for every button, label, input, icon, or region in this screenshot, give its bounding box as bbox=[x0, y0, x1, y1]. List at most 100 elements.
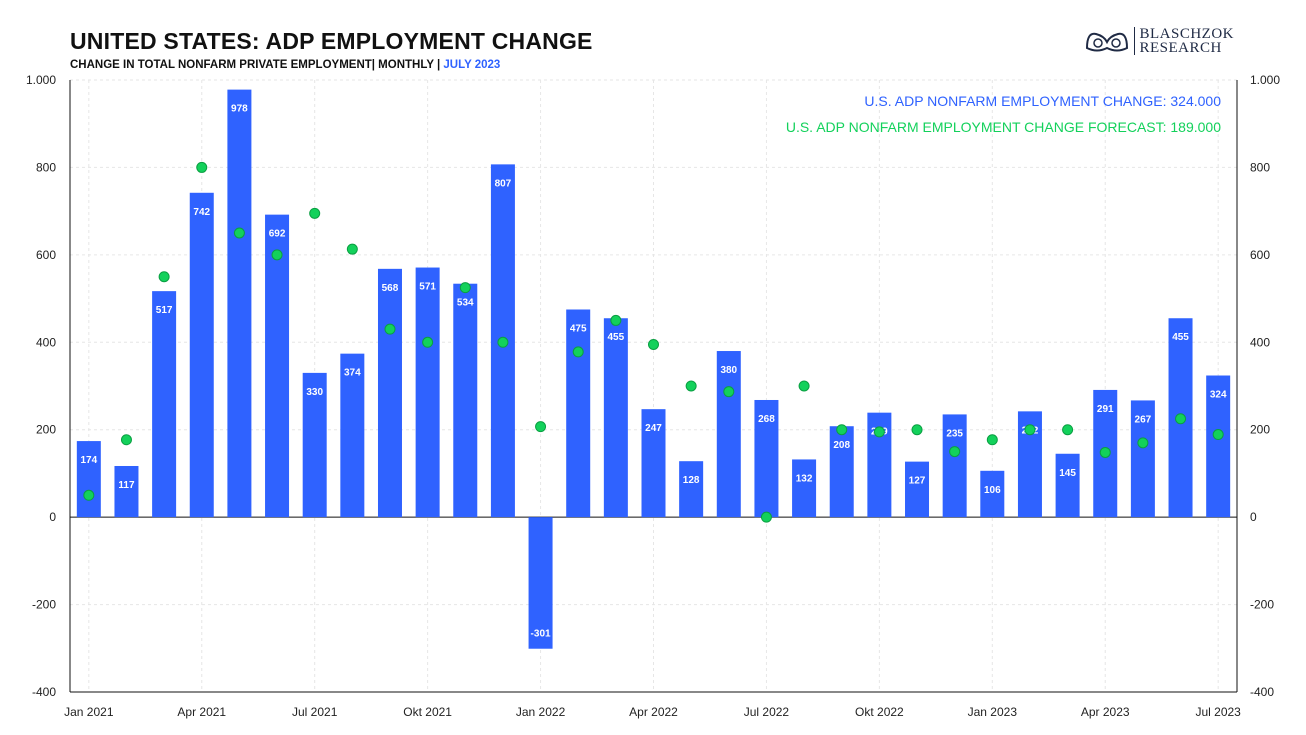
x-tick-label: Jul 2022 bbox=[744, 705, 790, 719]
subtitle-date: JULY 2023 bbox=[443, 59, 501, 71]
forecast-point bbox=[384, 323, 396, 335]
bar bbox=[1055, 453, 1080, 518]
bar-value-label: 455 bbox=[608, 332, 625, 343]
x-tick-label: Jan 2021 bbox=[64, 705, 114, 719]
legend-actual: U.S. ADP NONFARM EMPLOYMENT CHANGE: 324.… bbox=[864, 93, 1221, 109]
forecast-point bbox=[648, 338, 659, 350]
bar bbox=[980, 470, 1005, 518]
bar-value-label: 374 bbox=[344, 368, 361, 379]
bar bbox=[754, 399, 779, 518]
y-tick-label-left: 1.000 bbox=[26, 73, 56, 87]
y-tick-label-left: -200 bbox=[32, 598, 56, 612]
bar-value-label: 534 bbox=[457, 298, 474, 309]
bar bbox=[76, 441, 101, 518]
logo-line1: BLASCHZOK bbox=[1139, 26, 1234, 42]
forecast-point bbox=[1099, 446, 1111, 458]
bar-value-label: 517 bbox=[156, 305, 173, 316]
y-tick-label-right: -400 bbox=[1250, 685, 1274, 699]
forecast-point bbox=[497, 336, 509, 348]
y-tick-label-right: 800 bbox=[1250, 160, 1270, 174]
y-tick-label-left: 200 bbox=[36, 423, 56, 437]
forecast-point bbox=[83, 489, 95, 501]
y-tick-label-left: 400 bbox=[36, 335, 56, 349]
bar-value-label: 208 bbox=[833, 440, 850, 451]
forecast-point bbox=[1137, 437, 1149, 449]
bar bbox=[340, 353, 365, 518]
subtitle-text: CHANGE IN TOTAL NONFARM PRIVATE EMPLOYME… bbox=[70, 59, 441, 71]
forecast-point bbox=[572, 346, 584, 358]
forecast-point bbox=[873, 426, 885, 438]
bar bbox=[1206, 375, 1231, 518]
forecast-point bbox=[346, 243, 358, 255]
bar-value-label: 117 bbox=[118, 480, 135, 491]
y-tick-label-right: 400 bbox=[1250, 335, 1270, 349]
bar-value-label: 174 bbox=[80, 455, 97, 466]
x-tick-label: Apr 2022 bbox=[629, 705, 678, 719]
forecast-point bbox=[1175, 413, 1187, 425]
x-tick-label: Apr 2021 bbox=[177, 705, 226, 719]
bar-value-label: -301 bbox=[531, 629, 551, 640]
forecast-point bbox=[1024, 424, 1036, 436]
bar bbox=[716, 351, 741, 518]
brand-logo: BLASCHZOK RESEARCH bbox=[1084, 26, 1234, 56]
forecast-point bbox=[535, 421, 547, 433]
bar bbox=[829, 426, 854, 518]
bar bbox=[415, 267, 440, 518]
bar-value-label: 268 bbox=[758, 414, 775, 425]
bar bbox=[603, 318, 628, 518]
bar-labels: 174 117 517 742 978 692 330 374 568 571 534 807 -301… bbox=[80, 104, 1226, 640]
forecast-point bbox=[986, 434, 998, 446]
forecast-point bbox=[760, 511, 772, 523]
bar bbox=[453, 283, 478, 518]
y-tick-label-left: 800 bbox=[36, 160, 56, 174]
bar-value-label: 127 bbox=[909, 476, 926, 487]
bar bbox=[227, 89, 252, 518]
bar bbox=[679, 461, 704, 518]
forecast-point bbox=[610, 314, 622, 326]
axes: -400 -400 -200 -200 0 0 200 200 400 400 600 600 800 8… bbox=[26, 73, 1280, 719]
forecast-point bbox=[422, 336, 434, 348]
bar bbox=[641, 409, 666, 518]
bar-value-label: 380 bbox=[720, 365, 737, 376]
forecast-point bbox=[1212, 429, 1224, 441]
x-tick-label: Jul 2023 bbox=[1195, 705, 1241, 719]
bar-value-label: 145 bbox=[1059, 468, 1076, 479]
bar-value-label: 568 bbox=[382, 283, 399, 294]
bar bbox=[566, 309, 591, 518]
bar bbox=[302, 372, 327, 518]
bar bbox=[189, 192, 214, 518]
y-tick-label-left: 0 bbox=[49, 510, 56, 524]
x-tick-label: Okt 2022 bbox=[855, 705, 904, 719]
x-tick-label: Jan 2023 bbox=[968, 705, 1018, 719]
bar-value-label: 267 bbox=[1135, 414, 1152, 425]
bar-value-label: 324 bbox=[1210, 390, 1227, 401]
legend-forecast: U.S. ADP NONFARM EMPLOYMENT CHANGE FOREC… bbox=[786, 119, 1221, 135]
y-tick-label-left: -400 bbox=[32, 685, 56, 699]
bar-value-label: 247 bbox=[645, 423, 662, 434]
x-tick-label: Jan 2022 bbox=[516, 705, 566, 719]
bar-value-label: 742 bbox=[193, 207, 210, 218]
forecast-point bbox=[949, 446, 961, 458]
y-tick-label-right: 200 bbox=[1250, 423, 1270, 437]
forecast-point bbox=[158, 271, 170, 283]
chart-title: UNITED STATES: ADP EMPLOYMENT CHANGE bbox=[70, 28, 593, 54]
x-tick-label: Jul 2021 bbox=[292, 705, 338, 719]
bar-value-label: 571 bbox=[419, 282, 436, 293]
forecast-point bbox=[233, 227, 245, 239]
bar bbox=[1130, 400, 1155, 518]
bar-value-label: 455 bbox=[1172, 332, 1189, 343]
bar-value-label: 291 bbox=[1097, 404, 1114, 415]
y-tick-label-right: 1.000 bbox=[1250, 73, 1280, 87]
bar-value-label: 692 bbox=[269, 229, 286, 240]
logo-line2: RESEARCH bbox=[1139, 40, 1222, 56]
bar-value-label: 330 bbox=[306, 387, 323, 398]
bar bbox=[792, 459, 817, 518]
forecast-point bbox=[309, 207, 321, 219]
bar-value-label: 978 bbox=[231, 104, 248, 115]
chart-subtitle: CHANGE IN TOTAL NONFARM PRIVATE EMPLOYME… bbox=[70, 59, 500, 71]
forecast-point bbox=[836, 424, 848, 436]
bar-value-label: 475 bbox=[570, 324, 587, 335]
x-tick-label: Apr 2023 bbox=[1081, 705, 1130, 719]
forecast-point bbox=[459, 282, 471, 294]
